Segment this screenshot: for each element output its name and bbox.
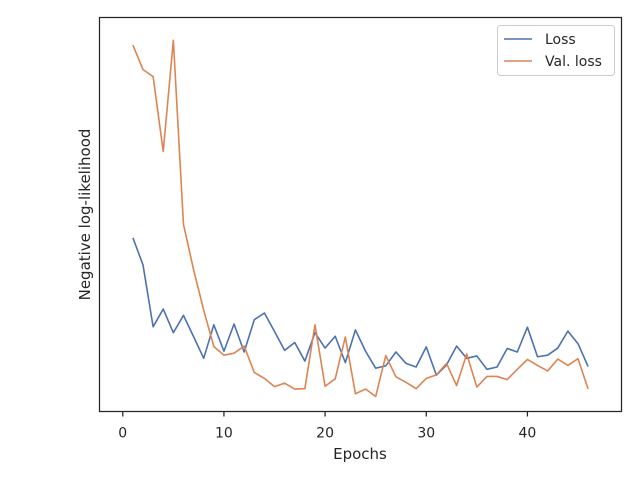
plot-frame <box>98 16 623 413</box>
series-line-val-loss <box>132 39 589 398</box>
x-tick-label: 0 <box>118 426 127 442</box>
series-layer <box>132 39 589 398</box>
plot-area <box>99 17 622 412</box>
y-axis-label: Negative log-likelihood <box>76 129 94 301</box>
x-tick-label: 20 <box>316 426 334 442</box>
x-tick-label: 40 <box>519 426 537 442</box>
legend-label-val-loss: Val. loss <box>545 54 602 70</box>
series-line-loss <box>132 237 589 377</box>
x-tick-label: 30 <box>417 426 435 442</box>
legend-label-loss: Loss <box>545 32 576 48</box>
legend-frame <box>497 25 615 76</box>
legend: Loss Val. loss <box>497 25 615 76</box>
x-axis-ticks: 0 10 20 30 40 <box>118 411 537 442</box>
x-axis-label: Epochs <box>333 445 387 463</box>
x-tick-label: 10 <box>215 426 233 442</box>
